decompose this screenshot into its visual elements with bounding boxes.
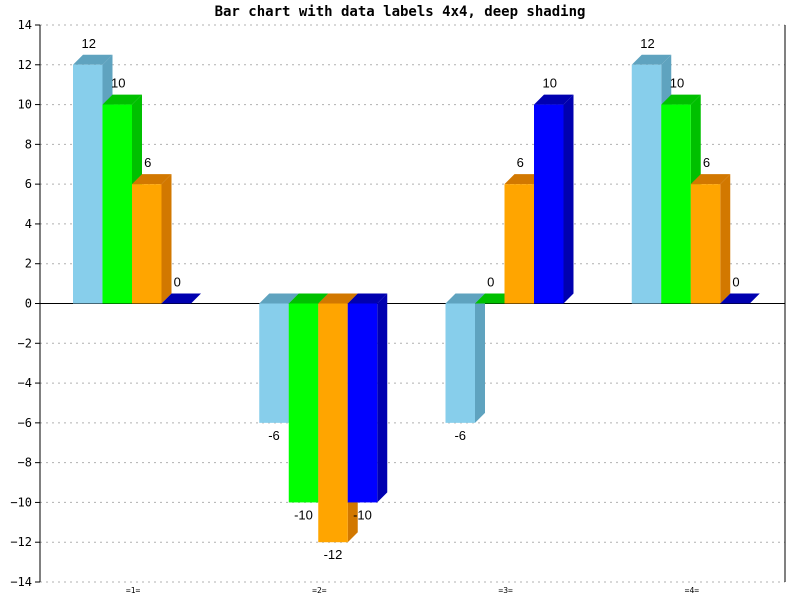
y-tick-label: −14	[10, 575, 32, 589]
bar-top	[288, 293, 329, 304]
bar	[132, 184, 162, 304]
y-tick-label: −2	[18, 336, 32, 350]
data-label: -12	[324, 547, 343, 562]
data-label: -10	[294, 507, 313, 522]
bar	[73, 64, 103, 304]
bar-top	[631, 54, 672, 65]
y-tick-label: −8	[18, 456, 32, 470]
bar	[534, 104, 564, 304]
x-tick-label: =1=	[126, 586, 141, 595]
data-label: 6	[144, 155, 151, 170]
bar-top	[720, 293, 760, 304]
x-tick-label: =2=	[312, 586, 327, 595]
y-tick-label: 6	[25, 177, 32, 191]
bar-top	[318, 293, 358, 304]
y-tick-label: 8	[25, 137, 32, 151]
data-label: 0	[487, 275, 494, 290]
x-tick-label: =3=	[498, 586, 513, 595]
bar-top	[661, 94, 701, 105]
data-label: 10	[543, 76, 557, 91]
data-label: 12	[82, 36, 96, 51]
data-label: 0	[174, 275, 181, 290]
data-label: 6	[517, 155, 524, 170]
bar-top	[347, 293, 388, 304]
bar-side	[720, 174, 731, 304]
bar	[631, 64, 662, 304]
data-label: -6	[268, 428, 280, 443]
data-label: 12	[640, 36, 654, 51]
bar-top	[690, 174, 731, 185]
y-tick-label: 4	[25, 217, 32, 231]
data-label: 6	[703, 155, 710, 170]
x-tick-label: =4=	[685, 586, 700, 595]
y-tick-label: −10	[10, 495, 32, 509]
bar-side	[563, 94, 574, 304]
data-label: -10	[353, 507, 372, 522]
bar-top	[161, 293, 201, 304]
bar	[661, 104, 691, 304]
data-label: -6	[454, 428, 466, 443]
bar-top	[102, 94, 142, 105]
bar	[259, 303, 289, 423]
y-tick-label: 12	[18, 58, 32, 72]
bar-top	[534, 94, 574, 105]
bar-side	[377, 293, 388, 503]
y-tick-label: −12	[10, 535, 32, 549]
bar-top	[73, 54, 113, 65]
bar	[445, 303, 475, 423]
bar	[347, 303, 378, 503]
bar-top	[445, 293, 485, 304]
bar-side	[161, 174, 172, 304]
y-tick-label: −4	[18, 376, 32, 390]
data-label: 10	[111, 76, 125, 91]
bar	[504, 184, 534, 304]
bar-top	[259, 293, 299, 304]
y-tick-label: −6	[18, 416, 32, 430]
bar	[318, 303, 348, 543]
bar	[102, 104, 132, 304]
y-tick-label: 0	[25, 297, 32, 311]
y-tick-label: 2	[25, 257, 32, 271]
bar	[288, 303, 319, 503]
chart-title: Bar chart with data labels 4x4, deep sha…	[214, 4, 586, 20]
y-tick-label: 10	[18, 98, 32, 112]
y-tick-label: 14	[18, 18, 32, 32]
bar-side	[475, 293, 485, 423]
data-label: 10	[670, 76, 684, 91]
bar	[690, 184, 721, 304]
bar-top	[132, 174, 172, 185]
data-label: 0	[732, 275, 739, 290]
